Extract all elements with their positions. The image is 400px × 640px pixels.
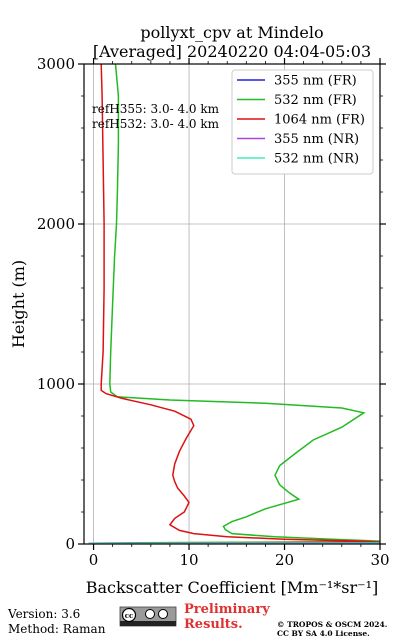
annotation-refh355: refH355: 3.0- 4.0 km xyxy=(92,102,220,116)
legend-label: 532 nm (NR) xyxy=(274,152,359,167)
legend-box xyxy=(231,69,374,175)
x-tick-label: 0 xyxy=(89,551,99,569)
plot-frame xyxy=(83,63,381,545)
method-text: Method: Raman xyxy=(8,622,106,636)
y-tick-label: 0 xyxy=(65,535,75,553)
annotation-refh532: refH532: 3.0- 4.0 km xyxy=(92,117,220,131)
chart-title-line1: pollyxt_cpv at Mindelo xyxy=(140,23,323,42)
cc-icon xyxy=(121,607,137,623)
license-text: © TROPOS & OSCM 2024. CC BY SA 4.0 Licen… xyxy=(277,620,387,638)
x-tick-label: 30 xyxy=(370,551,389,569)
legend: 355 nm (FR) 532 nm (FR) 1064 nm (FR) 355 nm… xyxy=(231,69,374,175)
series-line-2 xyxy=(100,64,380,544)
cc-license-badge: cc xyxy=(119,606,177,627)
y-tick-label: 1000 xyxy=(37,375,75,393)
x-tick-label: 10 xyxy=(179,551,198,569)
series-line-1 xyxy=(88,64,380,544)
sa-icon xyxy=(158,609,168,619)
svg-text:cc: cc xyxy=(125,611,134,620)
by-icon xyxy=(145,609,155,619)
license-line1: © TROPOS & OSCM 2024. xyxy=(277,620,388,629)
y-tick-label: 3000 xyxy=(37,55,75,73)
axis-tick-labels: 0 10 20 30 0 1000 2000 3000 xyxy=(37,55,390,569)
axis-ticks xyxy=(78,58,386,550)
license-line2: CC BY SA 4.0 License. xyxy=(277,629,370,638)
chart-title-line2: [Averaged] 20240220 04:04-05:03 xyxy=(93,42,371,61)
x-tick-label: 20 xyxy=(275,551,294,569)
x-axis-label: Backscatter Coefficient [Mm⁻¹*sr⁻¹] xyxy=(86,578,379,597)
legend-label: 1064 nm (FR) xyxy=(274,113,365,128)
y-axis-label: Height (m) xyxy=(9,260,28,348)
version-text: Version: 3.6 xyxy=(8,607,81,621)
preliminary-results-text: Preliminary Results. xyxy=(184,602,270,632)
preliminary-line2: Results. xyxy=(184,617,243,632)
preliminary-line1: Preliminary xyxy=(184,602,270,617)
y-tick-label: 2000 xyxy=(37,215,75,233)
legend-label: 355 nm (FR) xyxy=(274,74,357,89)
legend-label: 355 nm (NR) xyxy=(274,132,359,147)
legend-label: 532 nm (FR) xyxy=(274,93,357,108)
